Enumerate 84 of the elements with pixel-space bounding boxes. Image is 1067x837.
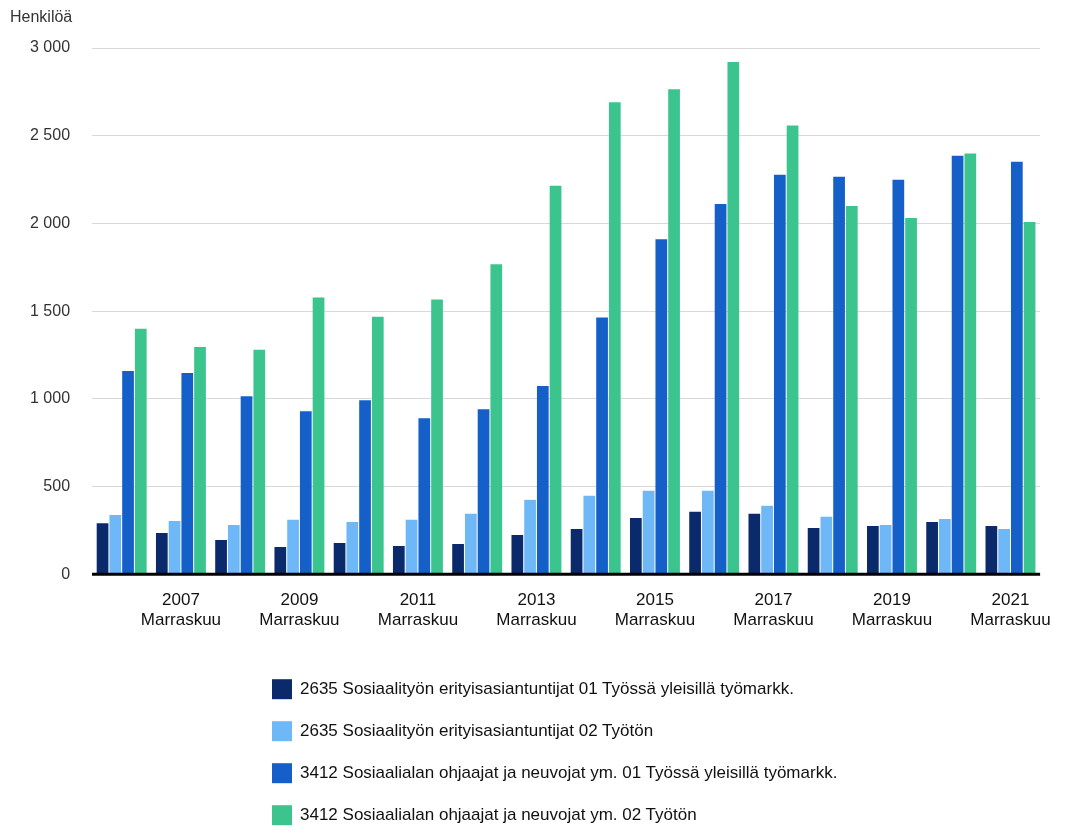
bar <box>570 528 583 574</box>
y-tick-label: 2 500 <box>29 126 71 144</box>
bar <box>477 409 490 574</box>
bar <box>926 521 938 574</box>
bar <box>701 490 714 574</box>
bar <box>1023 222 1036 574</box>
bar <box>392 545 405 574</box>
bar <box>820 516 833 574</box>
bar <box>668 89 680 574</box>
y-tick-label: 500 <box>43 476 71 494</box>
bar <box>181 373 194 574</box>
x-tick-label: 2015 Marraskuu <box>614 590 696 630</box>
bar <box>608 102 621 574</box>
bar <box>511 534 524 574</box>
bar <box>96 523 109 574</box>
bar <box>134 328 147 574</box>
bar <box>689 511 701 574</box>
legend-label: 3412 Sosiaalialan ohjaajat ja neuvojat ym. 02 Työtön <box>300 804 697 824</box>
bar <box>333 542 346 574</box>
x-tick-label: 2013 Marraskuu <box>496 590 577 630</box>
bar <box>951 155 964 574</box>
bar <box>312 297 325 574</box>
bar <box>359 400 371 574</box>
bar <box>405 519 418 574</box>
bar <box>253 349 266 574</box>
bar <box>905 217 917 574</box>
x-tick-label: 2009 Marraskuu <box>259 590 340 630</box>
bar <box>938 518 951 574</box>
x-tick-label: 2021 Marraskuu <box>970 590 1051 630</box>
bar <box>642 490 655 574</box>
bar <box>464 513 477 574</box>
bar <box>867 525 879 574</box>
bar <box>892 179 905 574</box>
bar <box>299 411 312 574</box>
bar <box>629 517 642 574</box>
bar <box>346 521 359 574</box>
bar <box>418 418 431 574</box>
bar <box>879 524 892 574</box>
bar <box>727 62 740 574</box>
legend-label: 3412 Sosiaalialan ohjaajat ja neuvojat ym. 01 Työssä yleisillä työmarkk. <box>300 762 838 782</box>
bar <box>596 317 608 574</box>
bar <box>845 206 858 574</box>
bar <box>524 499 536 574</box>
y-axis-title: Henkilöä <box>10 8 73 25</box>
bar <box>287 519 299 574</box>
x-tick-label: 2017 Marraskuu <box>733 590 814 630</box>
bar <box>155 532 168 574</box>
bar <box>194 346 206 574</box>
bar <box>240 396 253 574</box>
bar <box>168 520 181 574</box>
legend-label: 2635 Sosiaalityön erityisasiantuntijat 02 Työtön <box>300 720 654 740</box>
bar <box>1010 161 1023 574</box>
bar <box>964 153 977 574</box>
bar <box>761 505 773 574</box>
legend-label: 2635 Sosiaalityön erityisasiantuntijat 01 Työssä yleisillä työmarkk. <box>300 678 794 698</box>
bar <box>985 525 998 574</box>
bar <box>655 239 668 574</box>
bar <box>122 370 134 574</box>
bar <box>807 527 820 574</box>
x-tick-label: 2019 Marraskuu <box>851 590 933 630</box>
bar <box>786 125 799 574</box>
bar <box>833 176 845 574</box>
bar <box>748 513 761 574</box>
bar <box>773 174 786 574</box>
y-tick-label: 2 000 <box>29 213 71 231</box>
y-tick-label: 3 000 <box>29 38 71 56</box>
y-tick-label: 1 000 <box>29 389 71 407</box>
y-tick-label: 1 500 <box>29 301 71 319</box>
bar <box>549 185 562 574</box>
bar <box>583 495 596 574</box>
bar <box>452 544 464 574</box>
bar <box>215 540 227 574</box>
bar <box>490 264 503 574</box>
bar <box>431 299 443 574</box>
bar <box>998 528 1010 574</box>
bar <box>714 203 727 574</box>
bar <box>227 524 240 574</box>
bar <box>371 316 384 574</box>
bar <box>109 514 122 574</box>
bar <box>536 386 549 574</box>
x-tick-label: 2007 Marraskuu <box>140 590 222 630</box>
bar <box>274 547 287 574</box>
x-tick-label: 2011 Marraskuu <box>377 590 459 630</box>
y-tick-label: 0 <box>61 564 71 582</box>
